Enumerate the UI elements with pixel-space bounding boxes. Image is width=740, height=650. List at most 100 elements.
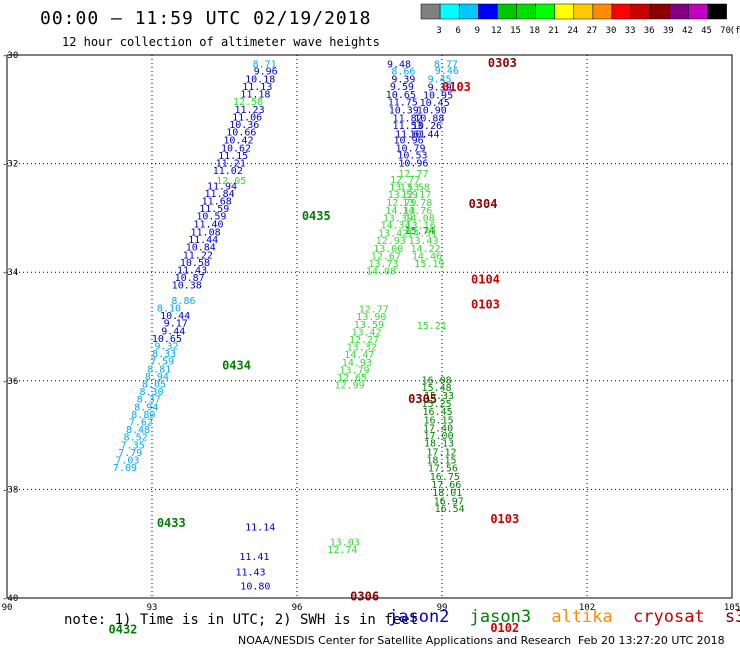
wave-height-label: 13.03 (330, 538, 360, 549)
wave-height-label: 15.21 (417, 321, 447, 332)
wave-height-label: 11.61 (395, 130, 425, 141)
wave-height-label: 10.88 (414, 113, 444, 124)
wave-height-label: 10.58 (180, 258, 210, 269)
wave-height-label: 14.47 (344, 350, 374, 361)
pass-time-label: 0103 (471, 298, 500, 312)
wave-height-label: 18.13 (424, 439, 454, 450)
wave-height-label: 14.76 (402, 206, 432, 217)
wave-height-label: 11.82 (393, 113, 423, 124)
wave-height-label: 13.90 (356, 312, 386, 323)
wave-height-label: 9.32 (154, 342, 178, 353)
wave-height-label: 8.52 (124, 433, 148, 444)
y-tick-label: -36 (2, 377, 18, 387)
wave-height-label: 14.08 (366, 267, 396, 278)
wave-height-label: 12.79 (386, 198, 416, 209)
wave-height-label: 10.59 (196, 212, 226, 223)
legend-label: 18 (529, 26, 540, 36)
wave-height-label: 15.25 (422, 399, 452, 410)
legend-swatch (707, 3, 727, 20)
wave-height-label: 11.68 (202, 197, 232, 208)
wave-height-label: 12.77 (398, 169, 428, 180)
wave-height-label: 14.34 (380, 220, 410, 231)
wave-height-label: 10.65 (152, 334, 182, 345)
pass-time-label: 0103 (490, 512, 519, 526)
wave-height-label: 7.35 (121, 440, 145, 451)
wave-height-label: 17.56 (428, 464, 458, 475)
wave-height-label: 10.62 (221, 143, 251, 154)
wave-height-label: 12.77 (359, 305, 389, 316)
wave-height-label: 11.22 (183, 250, 213, 261)
wave-height-label: 9.59 (390, 82, 414, 93)
wave-height-label: 16.97 (434, 496, 464, 507)
generation-timestamp: Feb 20 13:27:20 UTC 2018 (578, 634, 725, 647)
wave-height-label: 11.43 (235, 567, 265, 578)
wave-height-label: 11.59 (199, 204, 229, 215)
x-tick-label: 99 (437, 603, 448, 613)
wave-height-label: 7.62 (129, 418, 153, 429)
wave-height-label: 12.05 (216, 176, 246, 187)
wave-height-label: 13.39 (383, 213, 413, 224)
wave-height-label: 12.99 (335, 381, 365, 392)
legend-label: 3 (436, 26, 441, 36)
wave-height-label: 12.65 (337, 373, 367, 384)
wave-height-label: 18.15 (426, 456, 456, 467)
wave-height-label: 8.94 (134, 402, 158, 413)
y-tick-label: -40 (2, 594, 18, 604)
legend-label: 30 (606, 26, 617, 36)
plot-frame (6, 54, 733, 599)
pass-time-label: 0104 (471, 273, 500, 287)
wave-height-label: 10.44 (160, 311, 190, 322)
wave-height-label: 17.40 (423, 423, 453, 434)
wave-height-label: 16.15 (423, 415, 453, 426)
page-subtitle: 12 hour collection of altimeter wave hei… (62, 35, 380, 49)
wave-height-label: 13.43 (409, 236, 439, 247)
wave-height-label: 9.39 (391, 74, 415, 85)
wave-height-label: 13.58 (400, 182, 430, 193)
legend-label: 12 (491, 26, 502, 36)
wave-height-label: 8.94 (145, 372, 169, 383)
wave-height-label: 11.13 (242, 82, 272, 93)
x-tick-label: 105 (724, 603, 740, 613)
wave-height-label: 11.44 (188, 235, 218, 246)
pass-time-label: 0306 (350, 589, 379, 603)
wave-height-label: 16.08 (422, 376, 452, 387)
wave-height-label: 8.66 (391, 67, 415, 78)
wave-height-label: 11.94 (207, 181, 237, 192)
pass-time-label: 0304 (469, 197, 498, 211)
wave-height-label: 9.96 (254, 67, 278, 78)
wave-height-label: 10.18 (245, 74, 275, 85)
wave-height-label: 13.42 (378, 229, 408, 240)
y-tick-label: -30 (2, 51, 18, 61)
wave-height-label: 11.23 (235, 105, 265, 116)
wave-height-label: 13.78 (402, 198, 432, 209)
wave-height-label: 10.53 (397, 150, 427, 161)
legend-label: 36 (644, 26, 655, 36)
pass-time-label: 0305 (408, 392, 437, 406)
mission-s3a: s3a (724, 607, 740, 627)
credit-line: NOAA/NESDIS Center for Satellite Applica… (238, 634, 572, 647)
wave-height-label: 17.00 (423, 431, 453, 442)
wave-height-label: 16.45 (423, 407, 453, 418)
legend-unit: (ft) (730, 26, 740, 36)
wave-height-label: 8.10 (157, 303, 181, 314)
wave-height-label: 11.14 (245, 522, 275, 533)
wave-height-label: 14.51 (407, 229, 437, 240)
wave-height-label: 10.26 (412, 121, 442, 132)
wave-height-label: 11.02 (213, 166, 243, 177)
wave-height-label: 8.80 (131, 410, 155, 421)
wave-height-label: 12.77 (390, 175, 420, 186)
wave-height-label: 11.53 (393, 121, 423, 132)
wave-height-label: 12.58 (233, 97, 263, 108)
y-tick-label: -34 (2, 268, 18, 278)
wave-height-label: 15.19 (414, 259, 444, 270)
y-tick-label: -38 (2, 485, 18, 495)
wave-height-label: 12.17 (401, 190, 431, 201)
wave-height-label: 15.48 (422, 383, 452, 394)
wave-height-label: 11.15 (218, 151, 248, 162)
wave-height-label: 8.33 (152, 349, 176, 360)
wave-height-label: 10.42 (223, 136, 253, 147)
mission-legend: jason2 jason3 altika cryosat s3a (388, 607, 740, 627)
page-title: 00:00 – 11:59 UTC 02/19/2018 (40, 8, 372, 29)
wave-height-label: 10.65 (386, 90, 416, 101)
